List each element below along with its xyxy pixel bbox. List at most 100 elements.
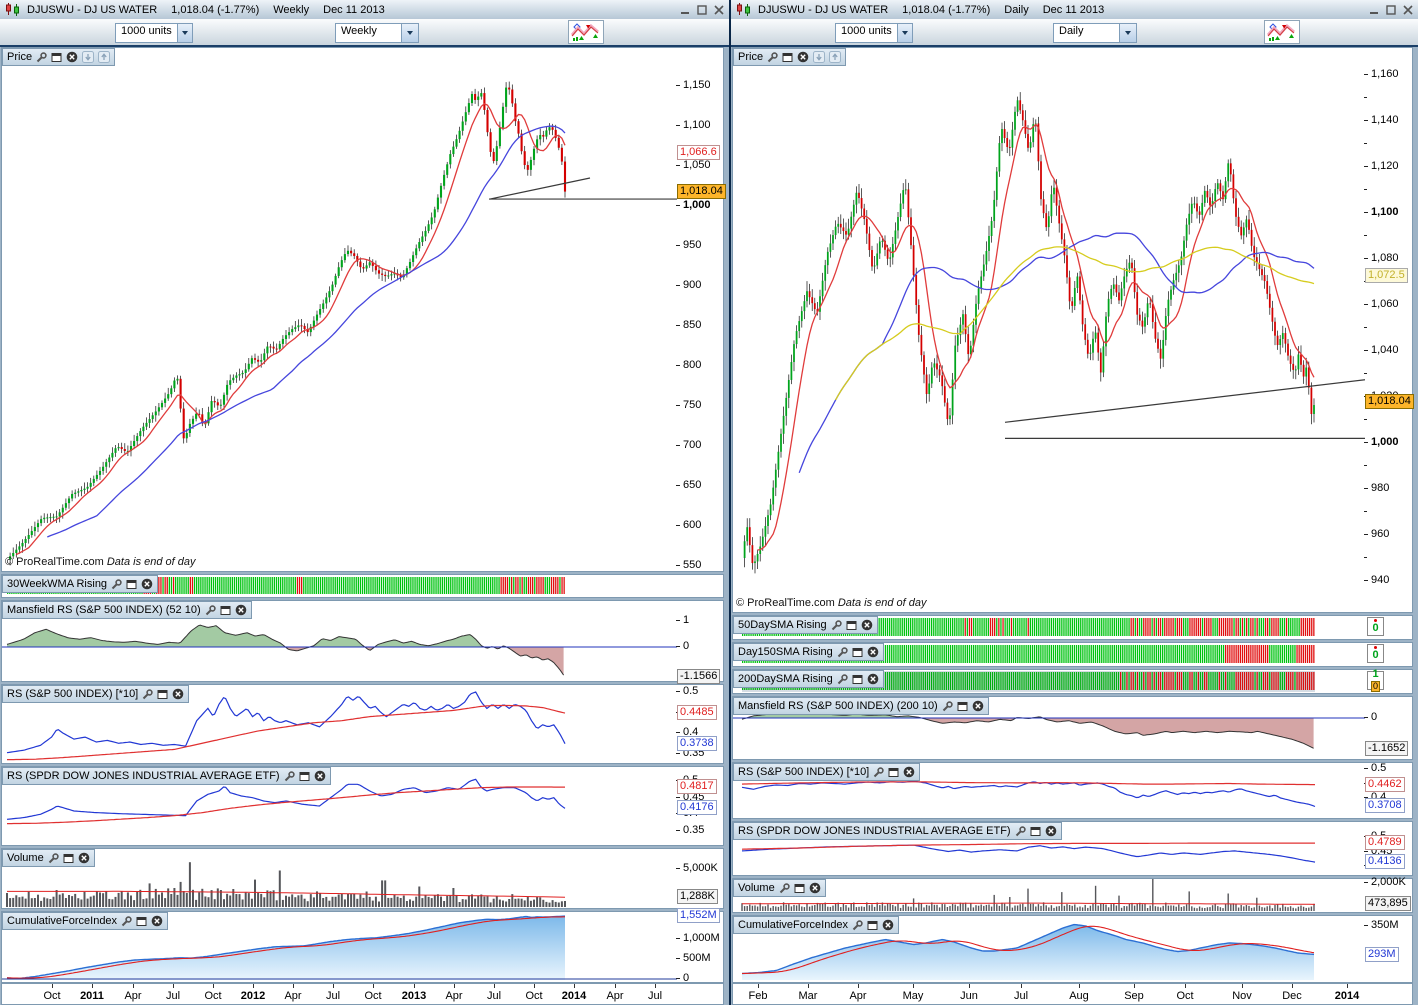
x-axis-label: Apr: [284, 990, 302, 1002]
new-window-icon[interactable]: [846, 620, 857, 631]
dropdown-arrow-icon[interactable]: [401, 24, 418, 42]
chart-type-button[interactable]: [1264, 20, 1300, 44]
x-axis-tick: [758, 984, 759, 988]
panel-header-mans: Mansfield RS (S&P 500 INDEX) (52 10): [2, 601, 252, 619]
settings-wrench-icon[interactable]: [48, 852, 59, 864]
dropdown-arrow-icon[interactable]: [176, 24, 192, 42]
close-icon[interactable]: [797, 51, 809, 63]
new-window-icon[interactable]: [126, 579, 137, 590]
move-down-icon[interactable]: [813, 51, 826, 63]
price-chart-canvas[interactable]: [2, 48, 677, 571]
cfi-chart-canvas[interactable]: [2, 912, 677, 982]
settings-wrench-icon[interactable]: [779, 882, 790, 894]
new-window-icon[interactable]: [782, 52, 793, 63]
dropdown-arrow-icon[interactable]: [896, 24, 912, 42]
move-down-icon[interactable]: [82, 51, 95, 63]
close-icon[interactable]: [172, 688, 184, 700]
rs1-chart-canvas[interactable]: [733, 763, 1365, 818]
new-window-icon[interactable]: [794, 883, 805, 894]
timeframe-select[interactable]: Weekly: [335, 23, 419, 43]
close-icon[interactable]: [903, 766, 915, 778]
minimize-button[interactable]: [679, 4, 690, 15]
mans-chart-canvas[interactable]: [2, 601, 677, 681]
x-axis-label: Sep: [1124, 990, 1144, 1002]
new-window-icon[interactable]: [1030, 826, 1041, 837]
rs2-chart-canvas[interactable]: [733, 822, 1365, 875]
units-select[interactable]: 1000 units: [835, 23, 913, 43]
price-panel[interactable]: [732, 47, 1413, 613]
close-icon[interactable]: [867, 646, 879, 658]
close-icon[interactable]: [882, 919, 894, 931]
minimize-button[interactable]: [1368, 4, 1379, 15]
close-button[interactable]: [1402, 4, 1413, 15]
new-window-icon[interactable]: [867, 920, 878, 931]
settings-wrench-icon[interactable]: [142, 688, 153, 700]
settings-wrench-icon[interactable]: [1015, 825, 1026, 837]
settings-wrench-icon[interactable]: [831, 619, 842, 631]
price-chart-canvas[interactable]: [733, 48, 1365, 612]
chart-type-button[interactable]: [568, 20, 604, 44]
x-axis-label: 2014: [1334, 990, 1360, 1002]
units-select[interactable]: 1000 units: [115, 23, 193, 43]
maximize-button[interactable]: [696, 4, 707, 15]
settings-wrench-icon[interactable]: [205, 604, 216, 616]
close-icon[interactable]: [141, 578, 153, 590]
titlebar[interactable]: DJUSWU - DJ US WATER 1,018.04 (-1.77%) W…: [0, 0, 729, 20]
cfi-chart-canvas[interactable]: [733, 916, 1365, 982]
panel-title: CumulativeForceIndex: [738, 919, 849, 931]
copyright-note: © ProRealTime.com Data is end of day: [5, 556, 196, 568]
bin200-chart-canvas[interactable]: [733, 670, 1365, 693]
vol-chart-canvas[interactable]: [2, 849, 677, 908]
xaxis-panel: Oct 2011 Apr Jul Oct 2012 Apr Jul Oct 2013 Apr Jul O…: [1, 983, 724, 1005]
vol-chart-canvas[interactable]: [733, 879, 1365, 912]
close-icon[interactable]: [867, 673, 879, 685]
x-axis-tick: [494, 984, 495, 988]
titlebar[interactable]: DJUSWU - DJ US WATER 1,018.04 (-1.77%) D…: [731, 0, 1418, 20]
close-icon[interactable]: [314, 770, 326, 782]
close-icon[interactable]: [235, 604, 247, 616]
timeframe-select[interactable]: Daily: [1053, 23, 1137, 43]
x-axis-label: Oct: [1176, 990, 1194, 1002]
close-button[interactable]: [713, 4, 724, 15]
move-up-icon[interactable]: [829, 51, 842, 63]
settings-wrench-icon[interactable]: [873, 766, 884, 778]
close-icon[interactable]: [66, 51, 78, 63]
settings-wrench-icon[interactable]: [942, 700, 953, 712]
rs2-chart-canvas[interactable]: [2, 767, 677, 845]
move-up-icon[interactable]: [98, 51, 111, 63]
settings-wrench-icon[interactable]: [284, 770, 295, 782]
close-icon[interactable]: [1045, 825, 1057, 837]
price-panel[interactable]: [1, 47, 724, 572]
indicator-value-box: 0: [1367, 617, 1384, 636]
close-icon[interactable]: [78, 852, 90, 864]
panel-title: Price: [738, 51, 764, 63]
settings-wrench-icon[interactable]: [837, 673, 848, 685]
rs1-chart-canvas[interactable]: [2, 685, 677, 763]
settings-wrench-icon[interactable]: [36, 51, 47, 63]
x-axis-tick: [808, 984, 809, 988]
new-window-icon[interactable]: [299, 771, 310, 782]
new-window-icon[interactable]: [852, 674, 863, 685]
new-window-icon[interactable]: [852, 647, 863, 658]
close-icon[interactable]: [861, 619, 873, 631]
new-window-icon[interactable]: [51, 52, 62, 63]
settings-wrench-icon[interactable]: [121, 915, 132, 927]
new-window-icon[interactable]: [157, 689, 168, 700]
new-window-icon[interactable]: [136, 916, 147, 927]
settings-wrench-icon[interactable]: [767, 51, 778, 63]
close-icon[interactable]: [809, 882, 821, 894]
new-window-icon[interactable]: [63, 853, 74, 864]
new-window-icon[interactable]: [888, 767, 899, 778]
new-window-icon[interactable]: [220, 605, 231, 616]
dropdown-arrow-icon[interactable]: [1119, 24, 1136, 42]
settings-wrench-icon[interactable]: [837, 646, 848, 658]
x-axis-label: Jul: [1013, 990, 1029, 1002]
maximize-button[interactable]: [1385, 4, 1396, 15]
settings-wrench-icon[interactable]: [111, 578, 122, 590]
new-window-icon[interactable]: [957, 701, 968, 712]
settings-wrench-icon[interactable]: [852, 919, 863, 931]
close-icon[interactable]: [972, 700, 984, 712]
close-icon[interactable]: [151, 915, 163, 927]
panel-header-rs2: RS (SPDR DOW JONES INDUSTRIAL AVERAGE ET…: [733, 822, 1062, 840]
panel-title: RS (SPDR DOW JONES INDUSTRIAL AVERAGE ET…: [738, 825, 1011, 837]
